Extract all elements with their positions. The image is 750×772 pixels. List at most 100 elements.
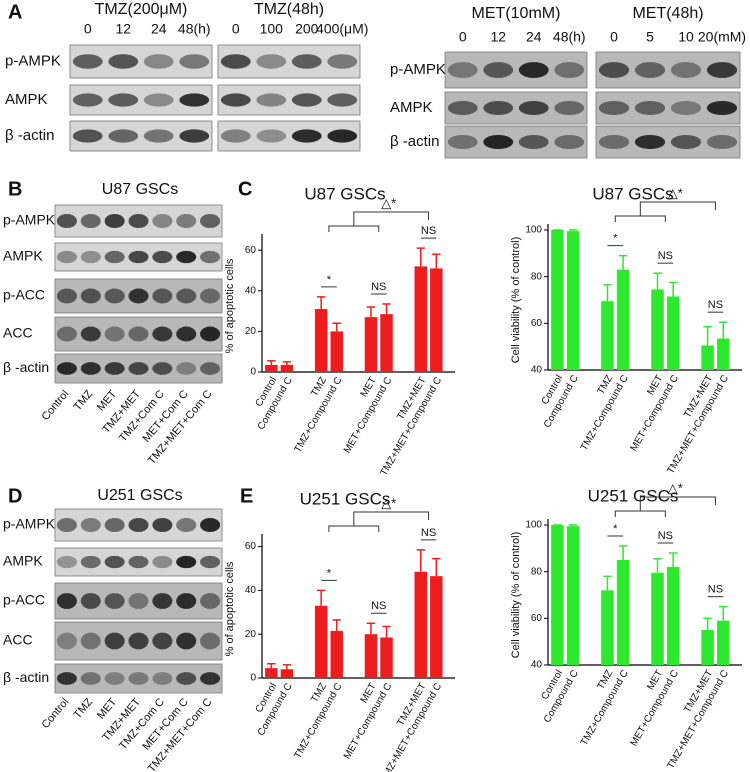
blot-band — [104, 288, 125, 304]
blot-band — [152, 672, 173, 685]
annotation: NS — [708, 299, 723, 311]
y-tick-label: 40 — [531, 365, 543, 376]
lane-label: 12 — [115, 21, 131, 37]
lane-label: 0 — [232, 21, 240, 37]
error-bar — [719, 605, 728, 621]
row-label: ACC — [3, 325, 33, 341]
blot-band — [128, 326, 149, 342]
group-header: MET(10mM) — [472, 5, 561, 22]
row-label: AMPK — [3, 553, 43, 569]
blot-band — [598, 100, 630, 116]
blot-band — [56, 517, 77, 533]
blot-band — [327, 129, 358, 143]
blot-band — [220, 129, 251, 143]
bar — [280, 364, 294, 372]
blot-band — [179, 54, 210, 69]
row-label: AMPK — [390, 99, 433, 116]
lane-label: Control — [39, 696, 71, 731]
lane-label: 0 — [84, 21, 92, 37]
blot-band — [56, 326, 77, 342]
blot-band — [200, 250, 221, 264]
blot-band — [152, 555, 173, 569]
blot — [444, 125, 588, 159]
blot-band — [176, 250, 197, 264]
lane-label: 0 — [459, 29, 467, 45]
blot-band — [220, 54, 251, 69]
blot-band — [143, 54, 174, 69]
blot-band — [80, 632, 101, 650]
row-label: p-ACC — [3, 592, 45, 608]
blot-band — [80, 593, 101, 609]
panel-label: E — [240, 485, 253, 507]
y-tick-label: 60 — [531, 318, 543, 329]
blot-band — [200, 593, 221, 609]
lane-label: Control — [39, 388, 71, 423]
lane-label: 0 — [610, 29, 618, 45]
lane-label: 10 — [678, 29, 694, 45]
blot-band — [128, 555, 149, 569]
blot — [444, 51, 588, 89]
lane-label: 5 — [646, 29, 654, 45]
blot-band — [327, 54, 358, 69]
lane-label: 48(h) — [178, 21, 211, 37]
blot-band — [108, 129, 139, 143]
error-bar — [316, 296, 326, 310]
annotation: * — [327, 567, 332, 579]
bar — [314, 605, 328, 678]
blot-band — [706, 62, 738, 78]
bar — [364, 634, 378, 678]
bar — [666, 567, 680, 665]
row-label: AMPK — [5, 91, 48, 108]
bar — [601, 590, 614, 665]
blot-band — [483, 134, 514, 150]
row-label: ACC — [3, 632, 33, 648]
blot-band — [256, 54, 287, 69]
y-tick-label: 80 — [531, 566, 543, 577]
blot-band — [200, 362, 221, 375]
error-bar — [653, 272, 662, 290]
y-axis-label: Cell viability (% of control) — [510, 237, 522, 364]
blot-band — [80, 288, 101, 304]
blot-band — [179, 93, 210, 107]
y-tick-label: 40 — [245, 285, 257, 296]
blot-band — [104, 672, 125, 685]
blot-band — [200, 555, 221, 569]
bar — [265, 668, 278, 678]
y-tick-label: 20 — [245, 629, 257, 640]
error-bar — [332, 619, 341, 631]
y-tick-label: 60 — [245, 541, 257, 552]
blot-band — [80, 326, 101, 342]
blot-band — [554, 134, 585, 150]
y-axis-label: % of apoptotic cells — [224, 561, 236, 656]
blot-band — [104, 362, 125, 375]
error-bar — [416, 549, 425, 572]
blot-band — [706, 134, 738, 150]
row-label: p-AMPK — [390, 61, 446, 78]
bar — [364, 317, 378, 372]
lane-label: 100 — [260, 21, 284, 37]
lane-label: 24 — [526, 29, 542, 45]
blot-band — [483, 62, 514, 78]
blot-band — [598, 62, 630, 78]
blot-band — [176, 362, 197, 375]
lane-label: TMZ — [72, 388, 96, 413]
blot-band — [200, 326, 221, 342]
chart-title: U87 GSCs — [592, 184, 673, 203]
bracket — [614, 496, 716, 517]
blot-band — [56, 632, 77, 650]
blot-band — [634, 62, 666, 78]
blot-band — [327, 93, 358, 107]
bar — [701, 630, 714, 665]
bar — [380, 314, 393, 372]
blot-band — [634, 100, 666, 116]
bar — [701, 345, 714, 370]
blot-band — [56, 288, 77, 304]
blot-band — [256, 93, 287, 107]
blot-band — [104, 326, 125, 342]
bar — [330, 630, 343, 678]
blot-band — [176, 517, 197, 533]
error-bar — [668, 281, 678, 297]
annotation: NS — [421, 527, 436, 539]
error-bar — [603, 575, 612, 591]
